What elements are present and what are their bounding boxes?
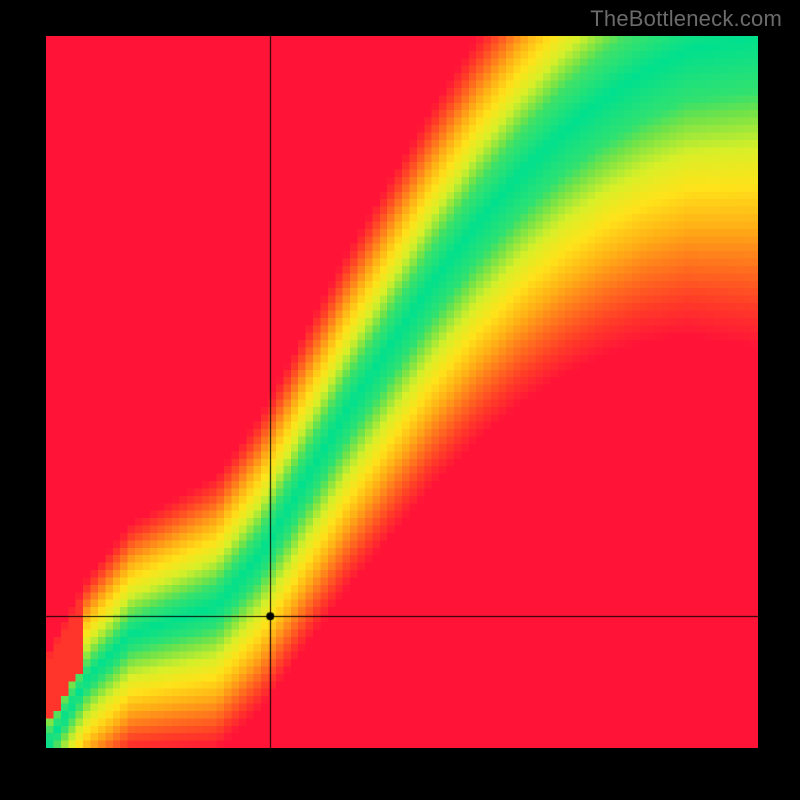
chart-container: TheBottleneck.com bbox=[0, 0, 800, 800]
plot-area bbox=[46, 36, 758, 748]
watermark-text: TheBottleneck.com bbox=[590, 6, 782, 32]
crosshair-overlay bbox=[46, 36, 758, 748]
